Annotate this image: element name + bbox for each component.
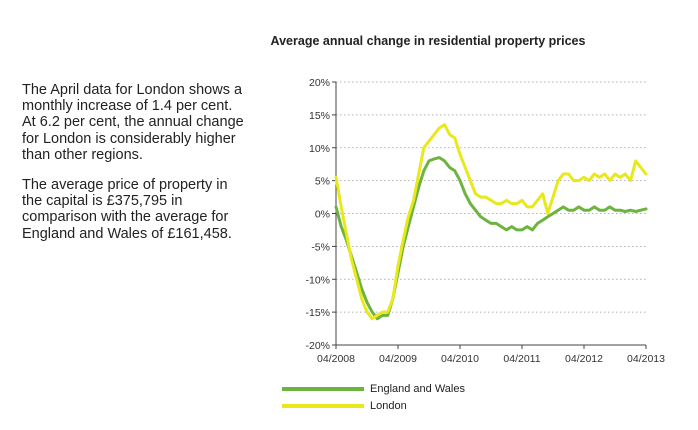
y-tick-label: -10% — [305, 274, 330, 286]
axes: 20% 15% 10% 5% 0% -5% -10% -15% -20%04/2008 04/20… — [305, 77, 665, 365]
x-tick-label: 04/2010 — [441, 353, 479, 365]
y-tick-label: -15% — [305, 307, 330, 319]
commentary-paragraph-2: The average price of property in the cap… — [22, 177, 232, 242]
x-tick-label: 04/2009 — [379, 353, 417, 365]
x-tick-label: 04/2008 — [317, 353, 355, 365]
legend-label-london: London — [370, 399, 407, 412]
legend-label-england-wales: England and Wales — [370, 382, 465, 395]
y-tick-label: 10% — [309, 143, 330, 155]
x-tick-label: 04/2012 — [565, 353, 603, 365]
x-tick-label: 04/2011 — [503, 353, 540, 365]
y-tick-label: 5% — [315, 176, 330, 188]
series-line-london — [334, 123, 648, 321]
commentary-text: The April data for London shows a monthl… — [22, 82, 247, 256]
legend-item-england-wales: England and Wales — [282, 380, 465, 397]
chart-title: Average annual change in residential pro… — [270, 34, 586, 48]
x-tick-label: 04/2013 — [627, 353, 665, 365]
y-tick-label: 20% — [309, 77, 330, 89]
commentary-paragraph-1: The April data for London shows a monthl… — [22, 82, 244, 163]
legend-item-london: London — [282, 397, 465, 414]
legend-swatch-england-wales — [282, 386, 364, 391]
legend-swatch-london — [282, 403, 364, 408]
legend: England and Wales London — [282, 380, 465, 414]
y-tick-label: 0% — [315, 209, 330, 221]
y-tick-label: -5% — [311, 241, 330, 253]
y-tick-label: 15% — [309, 110, 330, 122]
grid-lines — [336, 81, 646, 346]
series-line-england-wales — [334, 156, 648, 321]
series-lines — [334, 123, 648, 321]
y-tick-label: -20% — [305, 340, 330, 352]
